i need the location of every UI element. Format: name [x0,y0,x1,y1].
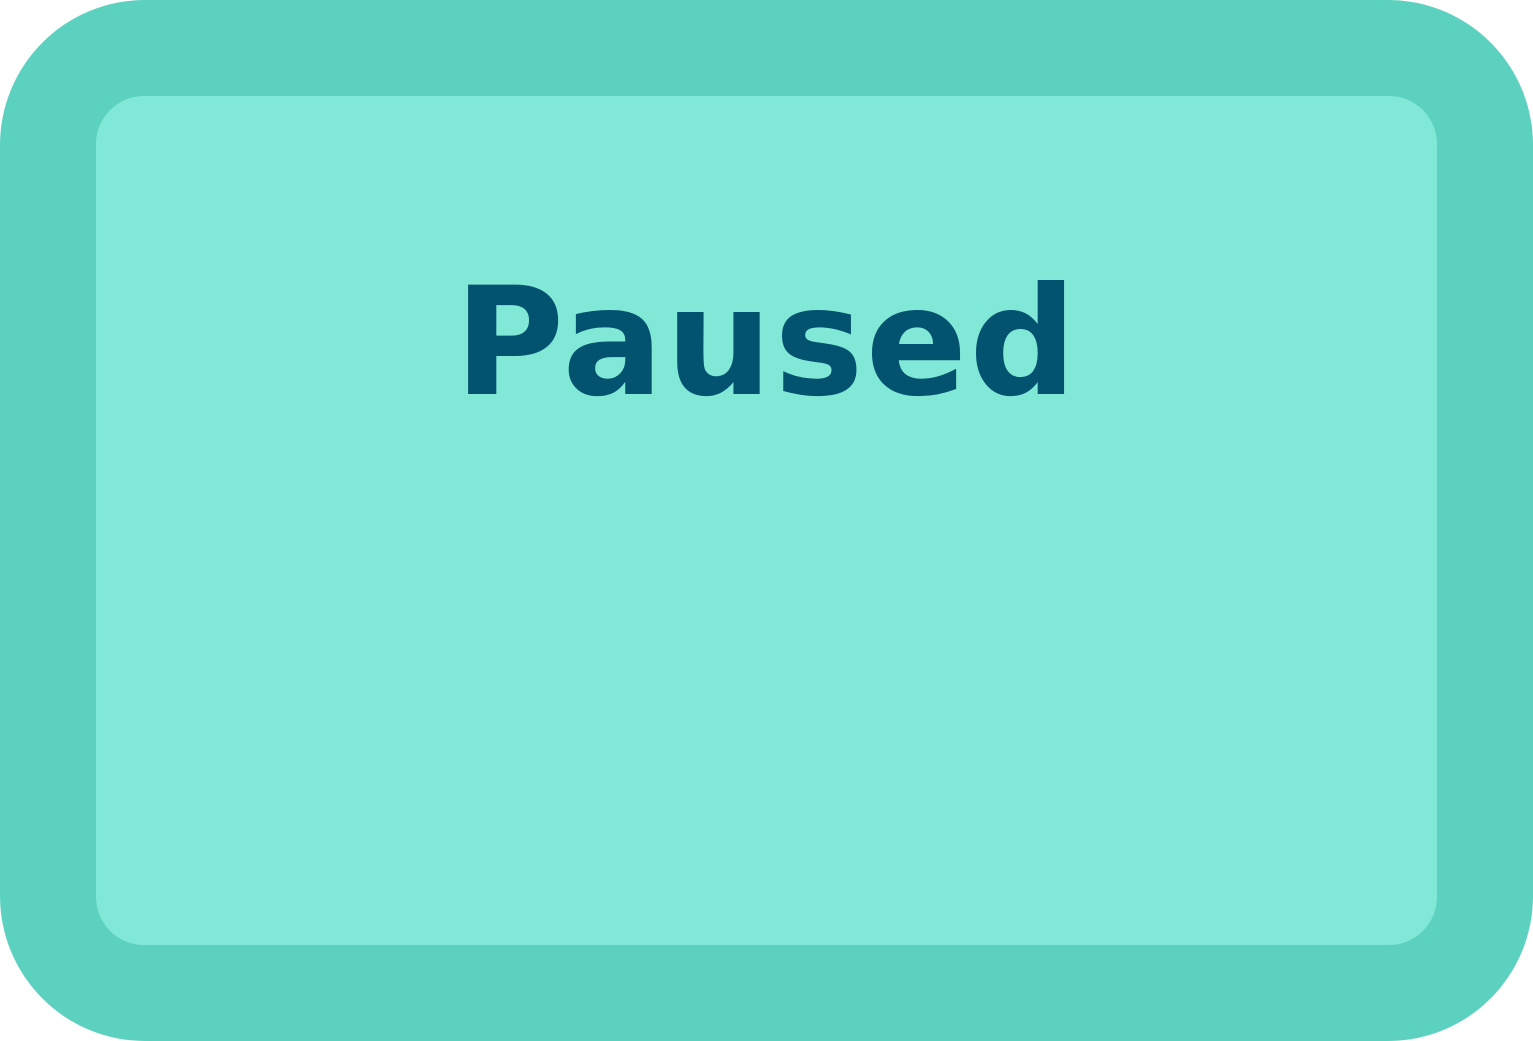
pause-panel-inner [96,96,1437,945]
pause-title: Paused [454,256,1079,430]
